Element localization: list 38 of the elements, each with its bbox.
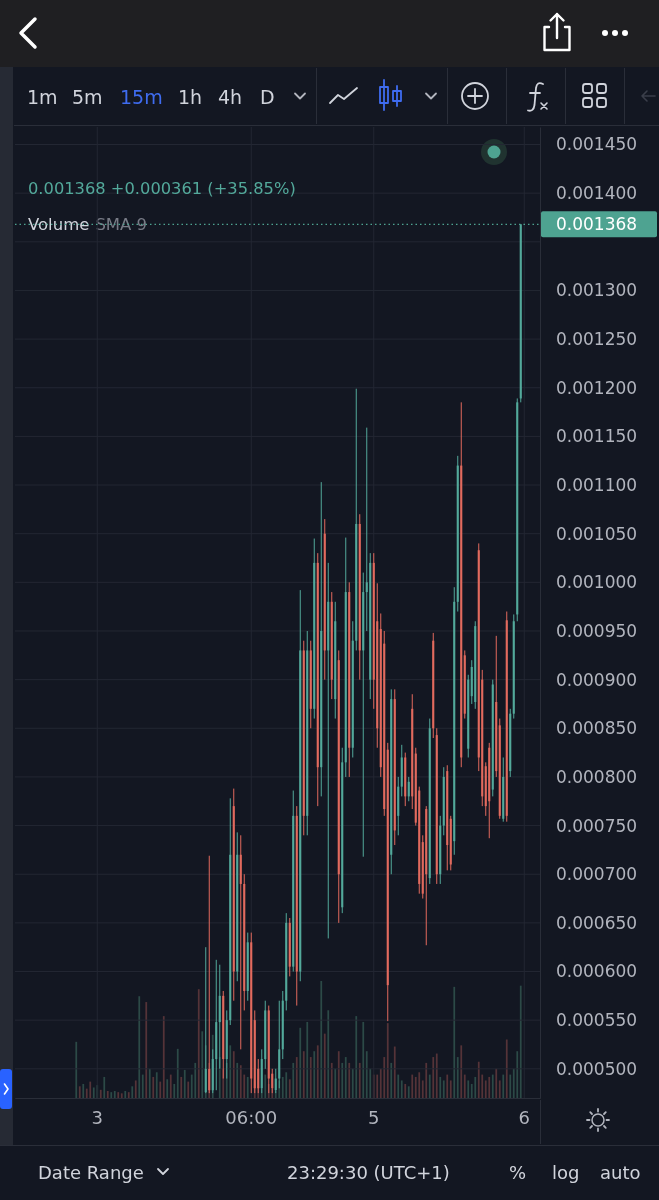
- y-tick-label: 0.001050: [556, 523, 638, 544]
- y-tick-label: 0.001300: [556, 280, 638, 301]
- y-tick-label: 0.000550: [556, 1010, 638, 1031]
- y-tick-label: 0.000750: [556, 815, 638, 836]
- y-tick-label: 0.000850: [556, 718, 638, 739]
- x-tick-label: 6: [518, 1106, 530, 1128]
- y-tick-label: 0.001450: [556, 134, 638, 155]
- y-tick-label: 0.001150: [556, 426, 638, 447]
- text: 1h: [178, 86, 203, 108]
- annotation: 0.001368 +0.000361 (+35.85%): [28, 179, 296, 198]
- y-tick-label: 0.000700: [556, 864, 638, 885]
- text: %: [509, 1162, 527, 1183]
- y-tick-label: 0.001250: [556, 329, 638, 350]
- chart-subtitle: SMA 9: [95, 215, 148, 234]
- y-tick-label: 0.001200: [556, 377, 638, 398]
- text: auto: [600, 1162, 641, 1183]
- y-tick-label: 0.000500: [556, 1058, 638, 1079]
- chart-title: Volume: [28, 215, 90, 234]
- ref-line-label: 0.001368: [556, 214, 638, 235]
- text: 23:29:30 (UTC+1): [287, 1162, 450, 1183]
- x-tick-label: 06:00: [225, 1106, 278, 1128]
- y-tick-label: 0.001100: [556, 474, 638, 495]
- text: 15m: [120, 86, 163, 108]
- y-tick-label: 0.000900: [556, 669, 638, 690]
- y-tick-label: 0.000650: [556, 912, 638, 933]
- text: 1m: [27, 86, 58, 108]
- text: 4h: [218, 86, 243, 108]
- x-tick-label: 5: [368, 1106, 380, 1128]
- y-tick-label: 0.001000: [556, 572, 638, 593]
- y-tick-label: 0.000950: [556, 620, 638, 641]
- x-tick-label: 3: [91, 1106, 103, 1128]
- y-tick-label: 0.000600: [556, 961, 638, 982]
- text: 5m: [72, 86, 103, 108]
- y-tick-label: 0.000800: [556, 766, 638, 787]
- y-tick-label: 0.001400: [556, 183, 638, 204]
- text: D: [260, 86, 275, 108]
- text: log: [552, 1162, 580, 1183]
- text: Date Range: [38, 1162, 144, 1183]
